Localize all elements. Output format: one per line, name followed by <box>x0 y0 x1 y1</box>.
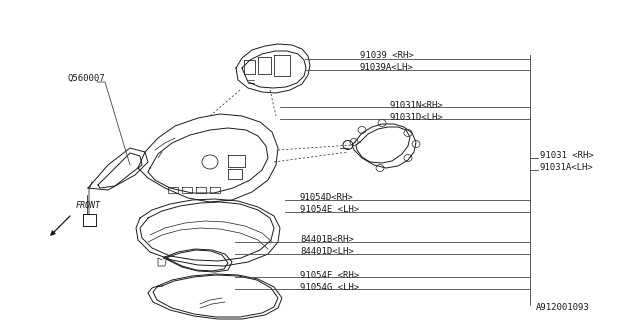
Text: 91031 <RH>: 91031 <RH> <box>540 150 594 159</box>
Text: Q560007: Q560007 <box>68 74 106 83</box>
Text: 91054E <LH>: 91054E <LH> <box>300 205 359 214</box>
Text: 84401D<LH>: 84401D<LH> <box>300 247 354 257</box>
Text: 91031D<LH>: 91031D<LH> <box>390 113 444 122</box>
Text: 91054D<RH>: 91054D<RH> <box>300 194 354 203</box>
Text: 91031N<RH>: 91031N<RH> <box>390 100 444 109</box>
Text: 91054F <RH>: 91054F <RH> <box>300 270 359 279</box>
Text: 91031A<LH>: 91031A<LH> <box>540 163 594 172</box>
Text: 91039 <RH>: 91039 <RH> <box>360 51 413 60</box>
Text: FRONT: FRONT <box>76 201 101 210</box>
Text: 91054G <LH>: 91054G <LH> <box>300 283 359 292</box>
Text: 91039A<LH>: 91039A<LH> <box>360 62 413 71</box>
Text: 84401B<RH>: 84401B<RH> <box>300 236 354 244</box>
Text: A912001093: A912001093 <box>536 303 590 313</box>
